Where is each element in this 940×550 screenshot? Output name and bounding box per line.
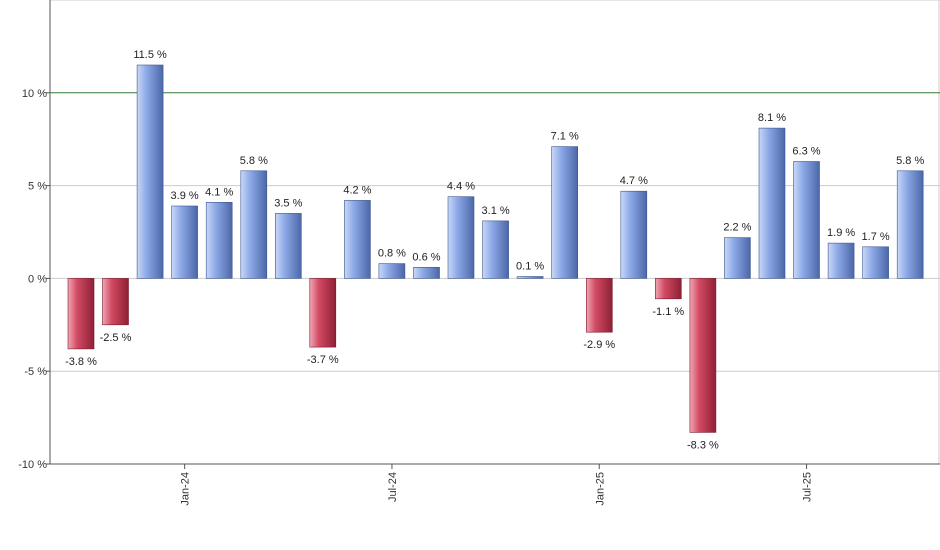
data-label-sep-25: 1.7 % — [862, 231, 890, 243]
bar-apr-25 — [689, 278, 717, 433]
bar-jun-24 — [344, 200, 371, 279]
gridlines — [50, 0, 940, 464]
y-tick-label: 0 % — [28, 273, 47, 285]
bar-mar-25 — [654, 278, 682, 300]
data-label-sep-24: 4.4 % — [447, 181, 475, 193]
data-label-jan-24: 3.9 % — [171, 190, 199, 202]
data-label-jan-25: -2.9 % — [583, 339, 615, 351]
bar-feb-24 — [205, 202, 233, 279]
x-tick-label: Jan-24 — [180, 472, 192, 506]
bar-nov-23 — [102, 278, 129, 326]
bar-oct-25 — [896, 170, 924, 279]
data-label-dec-24: 7.1 % — [551, 131, 579, 143]
data-label-feb-25: 4.7 % — [620, 175, 648, 187]
data-label-oct-25: 5.8 % — [896, 155, 924, 167]
data-label-feb-24: 4.1 % — [205, 186, 233, 198]
bar-nov-24 — [516, 276, 544, 279]
data-label-apr-24: 3.5 % — [274, 197, 302, 209]
data-label-aug-24: 0.6 % — [412, 251, 440, 263]
bar-may-25 — [724, 237, 751, 279]
data-label-may-25: 2.2 % — [723, 222, 751, 234]
bar-jan-24 — [171, 205, 198, 279]
x-tick-label: Jul-25 — [802, 472, 814, 502]
bar-oct-23 — [67, 278, 95, 350]
y-axis-ticks: 10 % 5 % 0 % -5 % -10 % — [18, 88, 50, 471]
bar-aug-24 — [413, 266, 440, 279]
bar-jun-25 — [758, 127, 786, 279]
x-axis-ticks: Jan-24 Jul-24 Jan-25 Jul-25 — [180, 464, 814, 506]
bar-sep-24 — [447, 196, 475, 279]
data-label-mar-25: -1.1 % — [652, 306, 684, 318]
bar-jul-24 — [378, 263, 406, 279]
data-label-aug-25: 1.9 % — [827, 227, 855, 239]
y-tick-label: -5 % — [24, 366, 47, 378]
data-label-jul-25: 6.3 % — [792, 146, 820, 158]
bar-aug-25 — [827, 242, 855, 279]
data-label-jul-24: 0.8 % — [378, 248, 406, 260]
data-label-jun-24: 4.2 % — [343, 184, 371, 196]
axes — [49, 0, 940, 465]
bar-may-24 — [309, 278, 337, 348]
y-tick-label: 10 % — [22, 88, 47, 100]
y-tick-label: 5 % — [28, 181, 47, 193]
data-labels: -3.8 %-2.5 % 11.5 % 3.9 % 4.1 % 5.8 % 3.5 % -3… — [65, 49, 924, 451]
data-label-dec-23: 11.5 % — [133, 49, 167, 61]
bar-jul-25 — [793, 161, 820, 279]
bar-jan-25 — [585, 278, 613, 333]
y-tick-label: -10 % — [18, 459, 47, 471]
data-label-mar-24: 5.8 % — [240, 155, 268, 167]
bar-dec-23 — [136, 64, 164, 279]
data-label-may-24: -3.7 % — [307, 354, 339, 366]
data-label-apr-25: -8.3 % — [687, 439, 719, 451]
data-label-oct-24: 3.1 % — [482, 205, 510, 217]
x-tick-label: Jan-25 — [594, 472, 606, 506]
bar-feb-25 — [620, 190, 648, 279]
bar-apr-24 — [274, 213, 302, 279]
bar-oct-24 — [482, 220, 509, 279]
bars — [67, 64, 924, 433]
bar-sep-25 — [862, 246, 889, 279]
data-label-nov-23: -2.5 % — [100, 332, 132, 344]
data-label-nov-24: 0.1 % — [516, 261, 544, 273]
bar-mar-24 — [240, 170, 268, 279]
data-label-oct-23: -3.8 % — [65, 356, 97, 368]
bar-dec-24 — [551, 146, 579, 279]
x-tick-label: Jul-24 — [387, 472, 399, 502]
data-label-jun-25: 8.1 % — [758, 112, 786, 124]
